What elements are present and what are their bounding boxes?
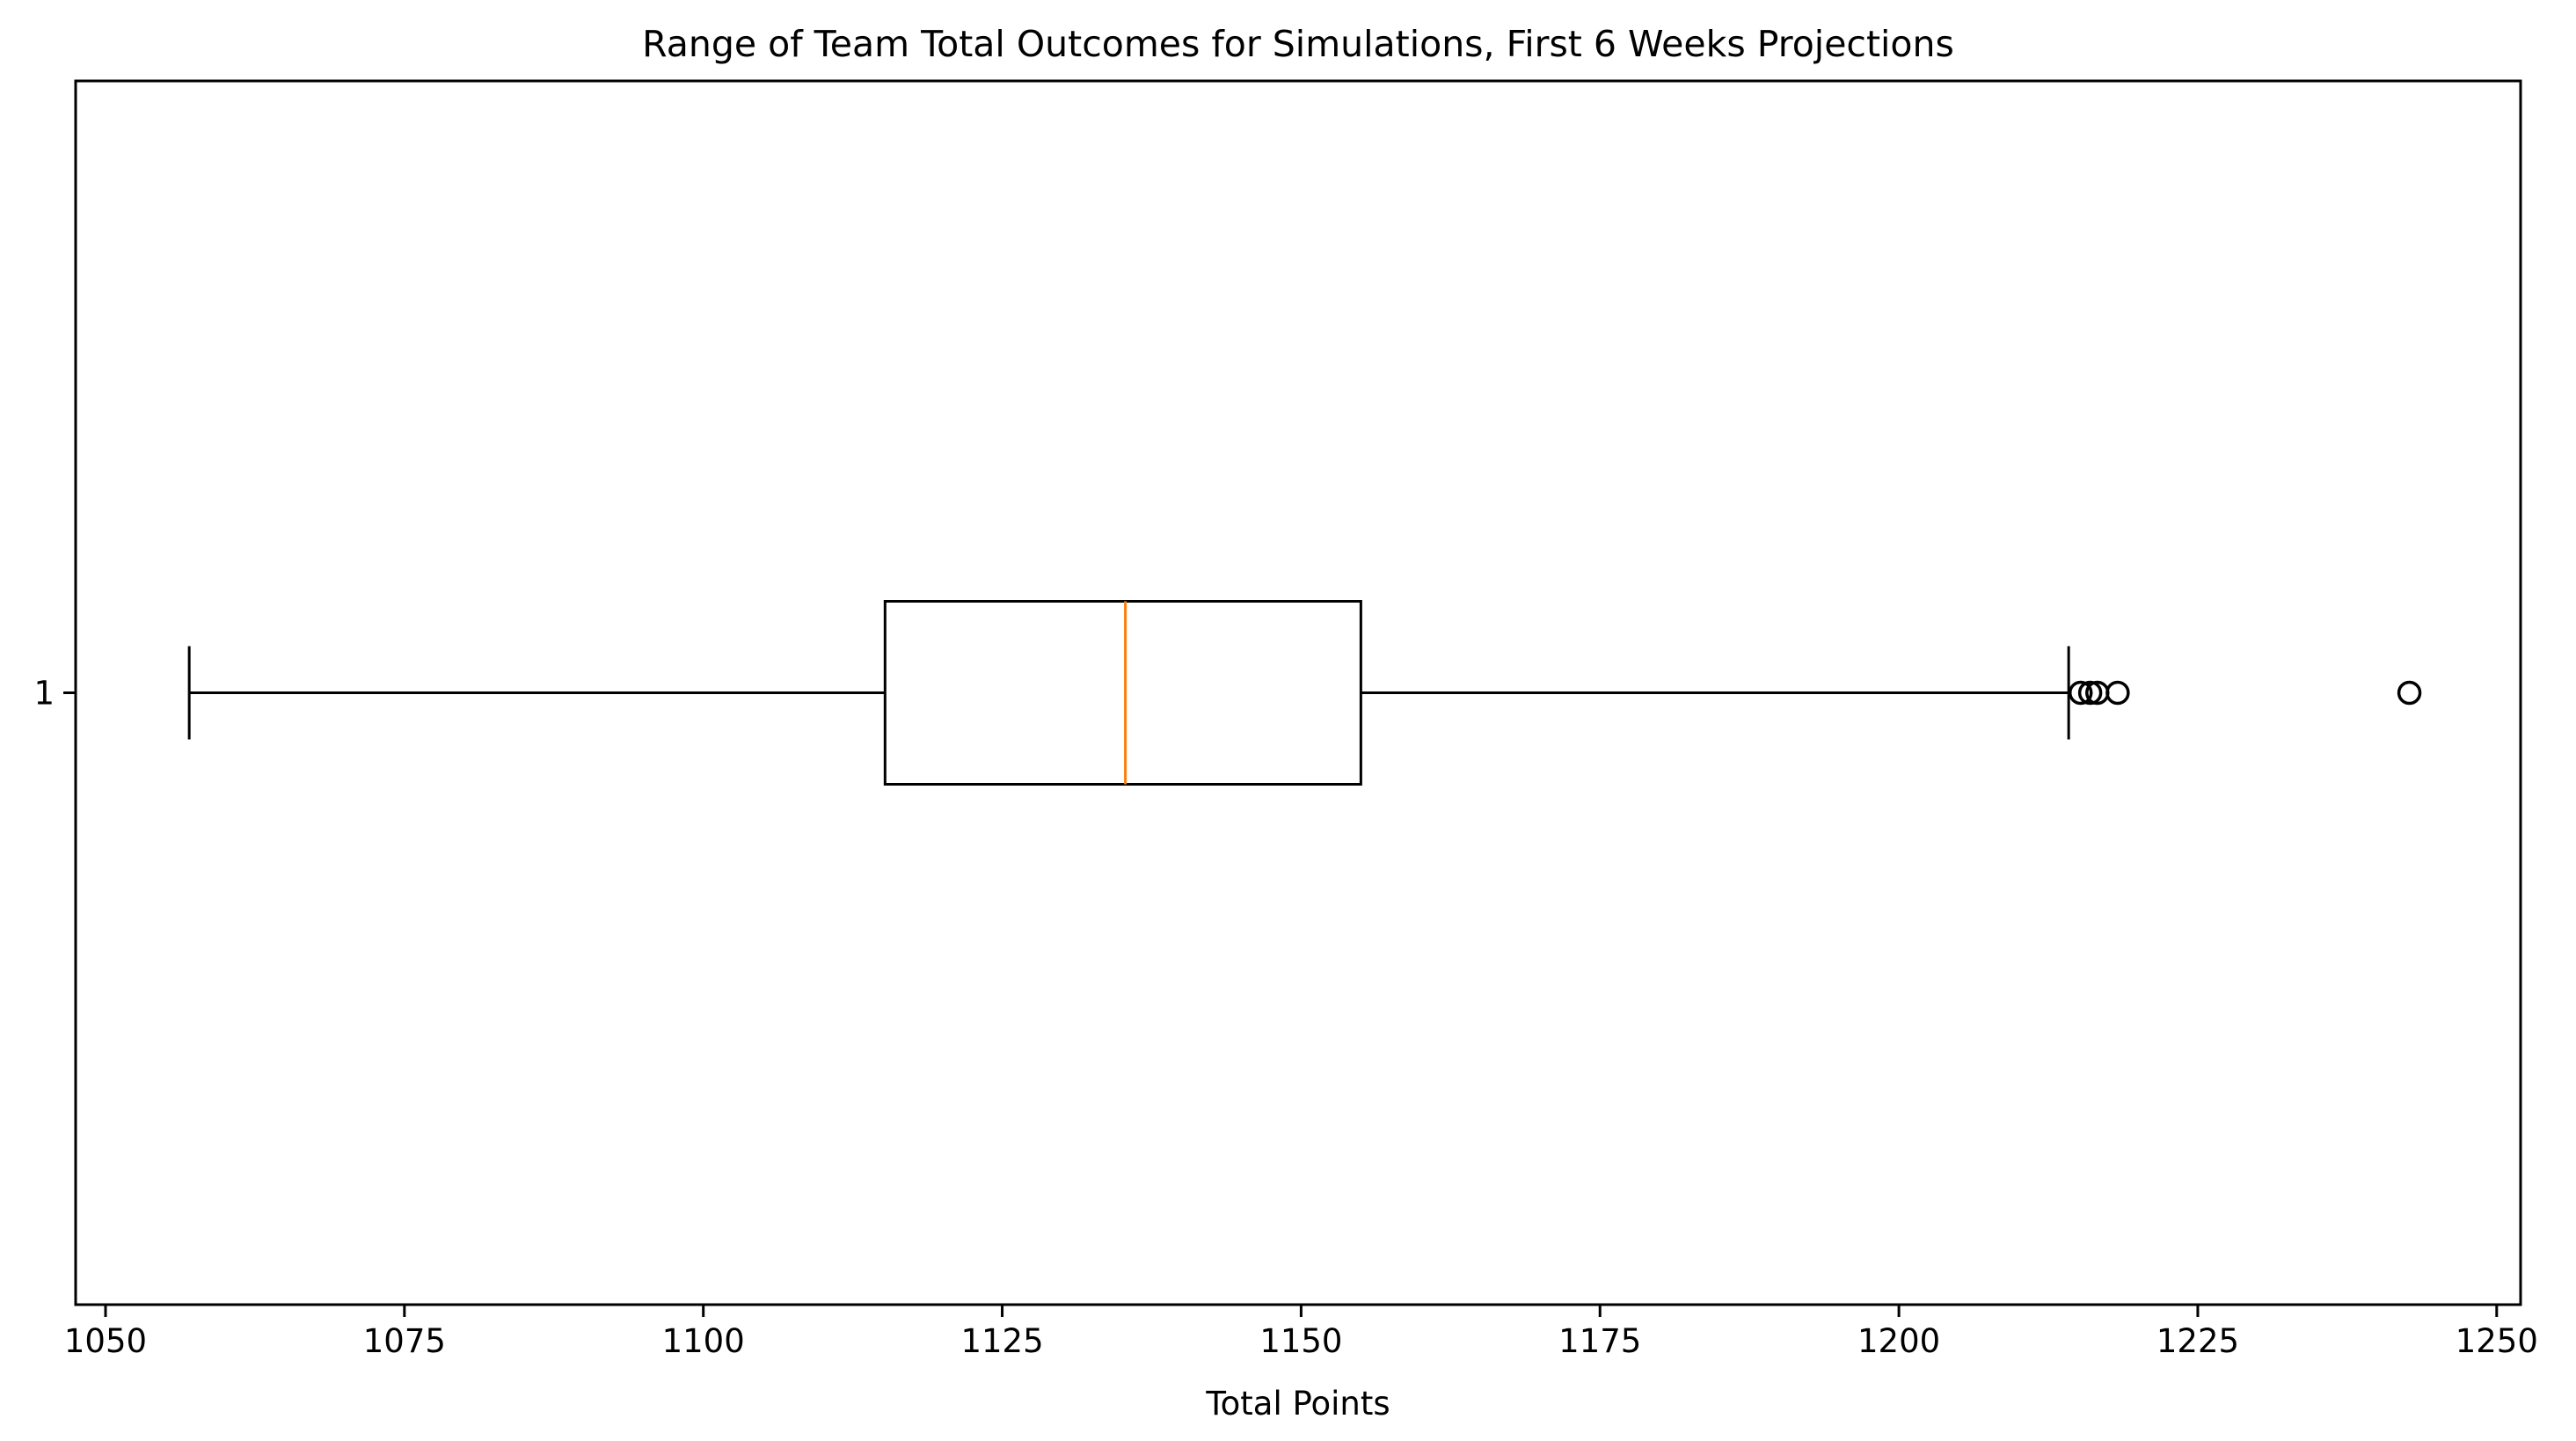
x-tick-label: 1225 xyxy=(2156,1322,2239,1360)
plot-frame xyxy=(74,79,2522,1306)
x-axis: 1050 1075 1100 1125 1150 1175 1200 1225 1250 xyxy=(64,1305,2538,1360)
box-layer xyxy=(187,600,2422,786)
chart-title: Range of Team Total Outcomes for Simulat… xyxy=(642,23,1954,65)
x-tick-label: 1075 xyxy=(363,1322,446,1360)
y-tick-label: 1 xyxy=(33,675,55,713)
x-axis-label: Total Points xyxy=(1205,1385,1390,1423)
x-tick-label: 1125 xyxy=(960,1322,1043,1360)
x-tick-label: 1150 xyxy=(1259,1322,1342,1360)
x-tick-label: 1175 xyxy=(1558,1322,1641,1360)
x-tick-label: 1250 xyxy=(2456,1322,2538,1360)
outlier-point xyxy=(2397,680,2422,706)
iqr-box xyxy=(883,600,1362,786)
x-tick-label: 1200 xyxy=(1857,1322,1940,1360)
outlier-point xyxy=(2105,680,2130,706)
x-tick-label: 1050 xyxy=(64,1322,147,1360)
outlier-point xyxy=(2077,680,2103,706)
y-axis: 1 xyxy=(33,675,76,713)
outlier-point xyxy=(2068,680,2093,706)
x-tick-label: 1100 xyxy=(662,1322,745,1360)
